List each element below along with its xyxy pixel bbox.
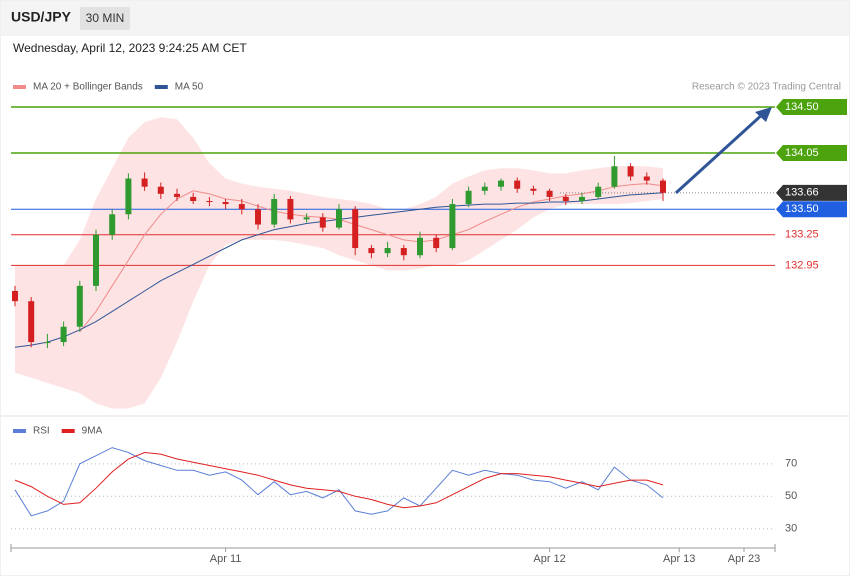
candle-body	[287, 198, 294, 220]
candle-body	[12, 290, 18, 302]
candle-body	[109, 214, 116, 235]
candle-body	[336, 209, 342, 228]
candle-body	[562, 196, 569, 202]
legend-swatch	[154, 85, 168, 89]
candle-body	[433, 237, 440, 249]
candle-body	[319, 217, 326, 228]
candle-body	[611, 166, 618, 187]
candle-body	[141, 178, 148, 187]
rsi-line	[14, 451, 664, 509]
candle-body	[28, 301, 35, 343]
level-label: 132.95	[785, 259, 819, 271]
candle-body	[190, 196, 197, 202]
level-tag	[776, 201, 847, 218]
candle-body	[498, 180, 504, 187]
level-label: 134.05	[785, 147, 819, 159]
x-tick-label: Apr 12	[533, 553, 565, 565]
candle-body	[627, 166, 634, 177]
y-tick-label: 70	[785, 458, 797, 470]
level-label: 133.66	[785, 187, 819, 199]
arrow-head	[755, 106, 772, 122]
legend-label: RSI	[33, 426, 50, 437]
candle-body	[238, 204, 245, 210]
level-label: 133.25	[785, 229, 819, 241]
candle-body	[174, 193, 180, 197]
candle-body	[660, 180, 666, 193]
level-tag	[776, 144, 847, 161]
legend-label: MA 50	[175, 82, 204, 93]
x-tick-label: Apr 23	[728, 553, 760, 565]
candle-body	[400, 248, 407, 256]
symbol: USD/JPY	[11, 9, 72, 25]
candle-body	[643, 176, 650, 181]
projection-arrow	[674, 111, 766, 194]
level-label: 133.50	[785, 203, 819, 215]
rsi-line	[14, 447, 664, 517]
candle-body	[222, 202, 229, 205]
legend-label: 9MA	[82, 426, 103, 437]
candle-body	[595, 186, 602, 197]
interval[interactable]: 30 MIN	[86, 11, 125, 25]
candle-body	[44, 342, 51, 344]
legend-swatch	[13, 85, 26, 89]
timestamp: Wednesday, April 12, 2023 9:24:25 AM CET	[13, 41, 247, 55]
candle-body	[546, 190, 553, 197]
candle-body	[271, 198, 278, 225]
x-tick-label: Apr 13	[663, 553, 695, 565]
candle-body	[60, 326, 67, 343]
candle-body	[514, 180, 521, 189]
candle-body	[384, 248, 391, 254]
interval-box[interactable]	[80, 7, 130, 30]
legend-swatch	[13, 429, 26, 433]
candle-body	[579, 196, 585, 202]
level-tag	[776, 184, 847, 201]
candle-body	[368, 248, 375, 254]
candle-body	[465, 190, 472, 205]
candle-body	[352, 209, 359, 249]
credit: Research © 2023 Trading Central	[692, 82, 841, 93]
candle-body	[93, 234, 99, 286]
y-tick-label: 30	[785, 523, 797, 535]
candle-body	[530, 188, 537, 191]
candle-body	[206, 201, 213, 203]
y-tick-label: 50	[785, 490, 797, 502]
x-tick-label: Apr 11	[210, 553, 242, 565]
candle-body	[76, 285, 83, 327]
level-label: 134.50	[785, 101, 819, 113]
legend-swatch	[61, 429, 75, 433]
candle-body	[255, 209, 261, 225]
candle-body	[303, 217, 310, 220]
candle-body	[449, 204, 456, 249]
candle-body	[417, 237, 423, 256]
candle-body	[481, 186, 488, 191]
candle-body	[157, 186, 164, 194]
candle-body	[125, 178, 132, 215]
level-tag	[776, 98, 847, 115]
legend-label: MA 20 + Bollinger Bands	[33, 82, 143, 93]
header-bar	[1, 1, 849, 36]
